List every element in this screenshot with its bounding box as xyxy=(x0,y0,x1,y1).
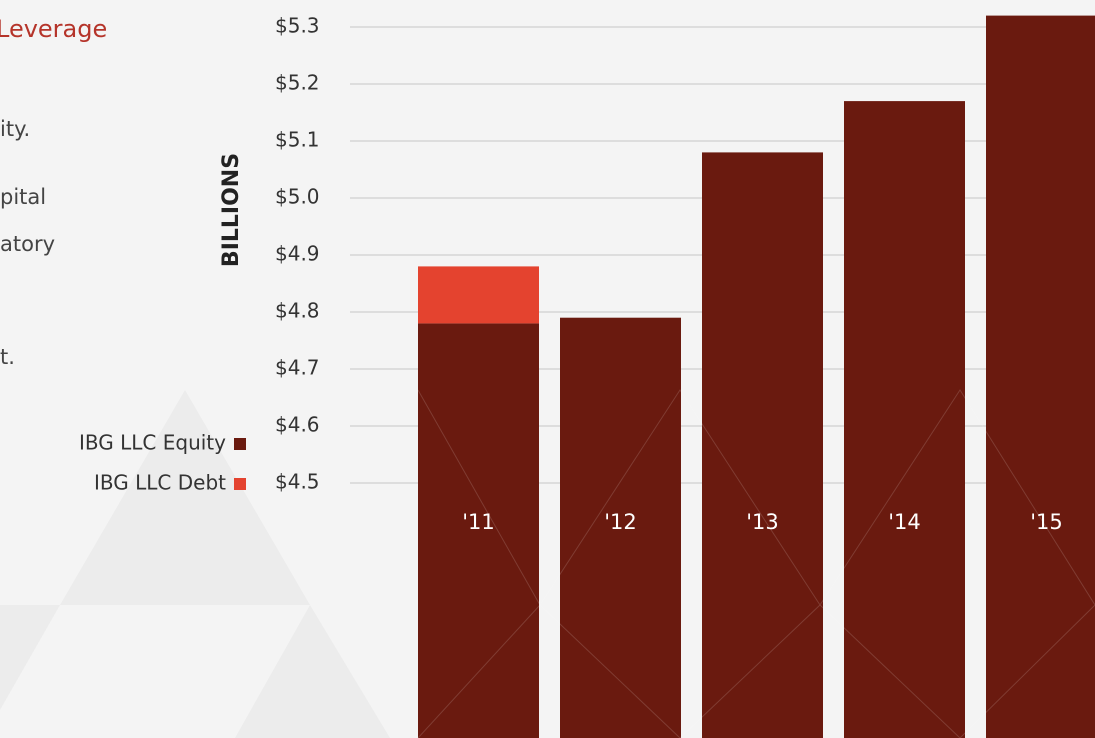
bar-segment xyxy=(418,266,539,323)
side-text: pital xyxy=(0,185,46,209)
x-tick-label: '12 xyxy=(604,510,637,534)
y-axis-label: BILLIONS xyxy=(219,153,244,267)
y-tick-label: $4.6 xyxy=(275,413,320,437)
bar-segment xyxy=(702,152,823,738)
x-tick-label: '15 xyxy=(1030,510,1063,534)
side-text: atory xyxy=(0,232,55,256)
x-tick-label: '14 xyxy=(888,510,921,534)
y-tick-label: $5.2 xyxy=(275,71,320,95)
chart: Leverage ity. pital atory t. BILLIONS $4… xyxy=(0,0,1095,738)
side-title: Leverage xyxy=(0,15,107,43)
bar-segment xyxy=(844,101,965,738)
y-tick-label: $5.0 xyxy=(275,185,320,209)
legend-label: IBG LLC Equity xyxy=(79,431,226,455)
side-text: t. xyxy=(0,345,15,369)
y-tick-label: $5.1 xyxy=(275,128,320,152)
legend-label: IBG LLC Debt xyxy=(94,471,226,495)
x-tick-label: '11 xyxy=(462,510,495,534)
x-tick-label: '13 xyxy=(746,510,779,534)
bar-segment xyxy=(986,16,1095,738)
y-tick-label: $4.9 xyxy=(275,242,320,266)
page: {"side_text": {"title": "Leverage", "lin… xyxy=(0,0,1095,738)
y-tick-label: $4.8 xyxy=(275,299,320,323)
y-tick-label: $4.5 xyxy=(275,470,320,494)
side-text: ity. xyxy=(0,117,30,141)
y-tick-label: $4.7 xyxy=(275,356,320,380)
y-tick-label: $5.3 xyxy=(275,14,320,38)
legend-swatch xyxy=(234,478,246,490)
legend-swatch xyxy=(234,438,246,450)
